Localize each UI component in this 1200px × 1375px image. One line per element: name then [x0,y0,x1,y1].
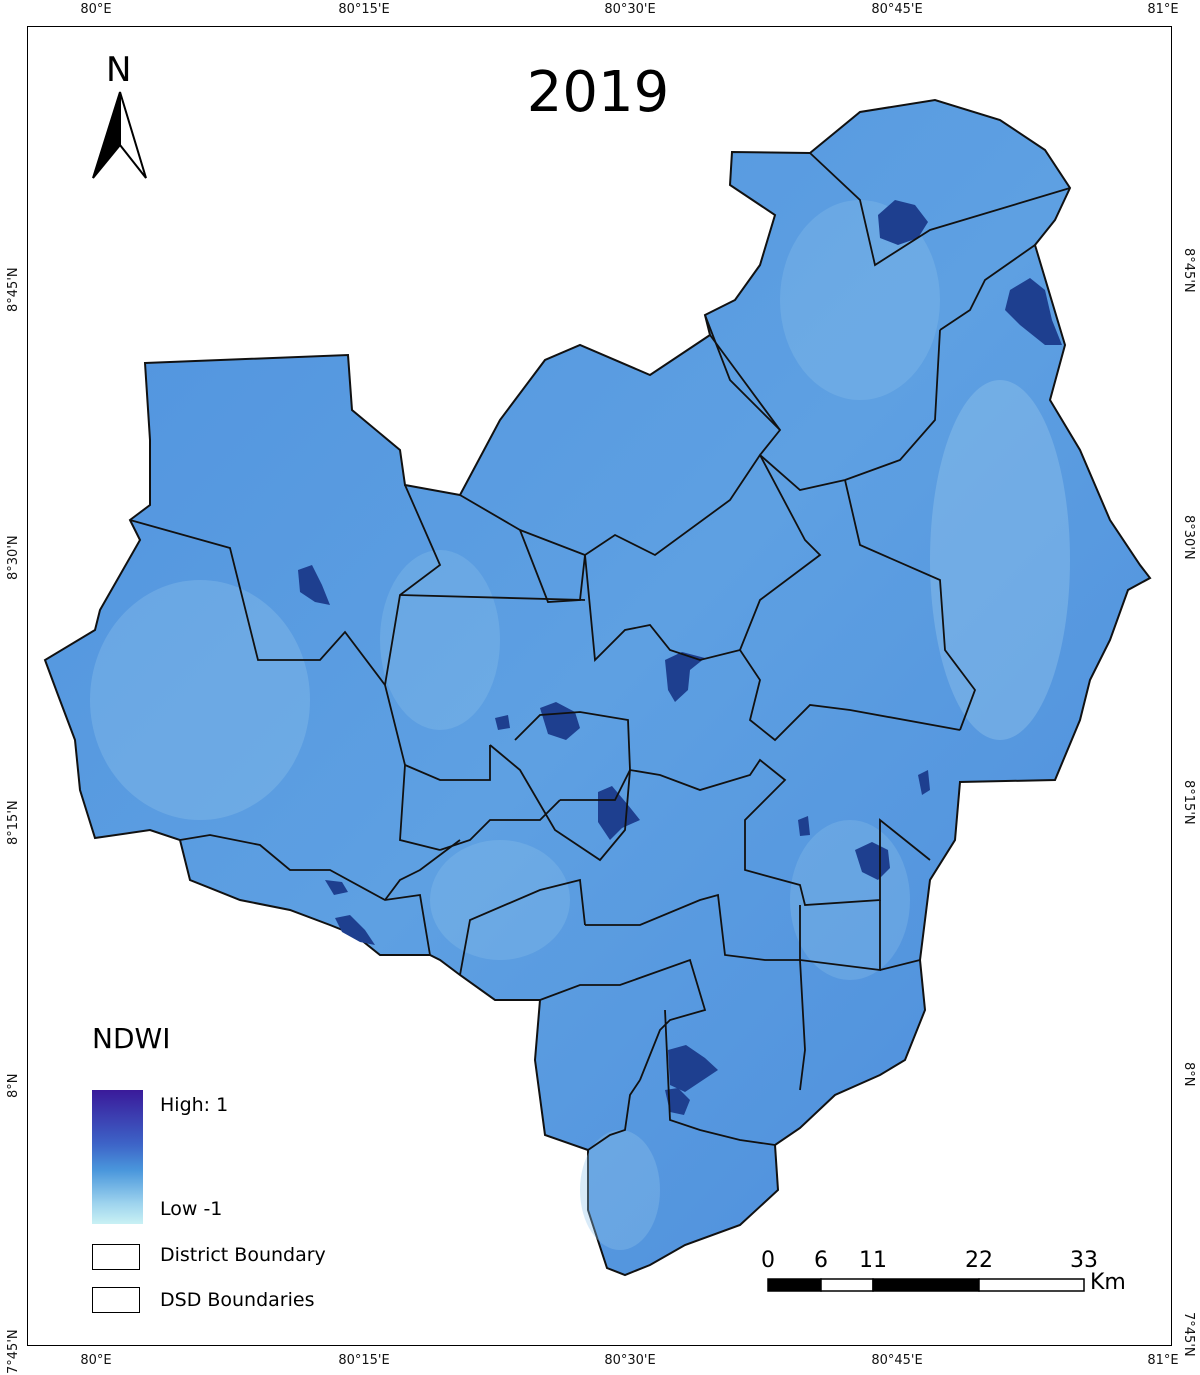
ndwi-light-patch [930,380,1070,740]
scale-label-2: 11 [859,1248,887,1273]
reservoir [798,816,810,836]
graticule-top-4: 81°E [1147,2,1179,17]
reservoir [855,842,890,880]
graticule-bottom-2: 80°30'E [604,1353,656,1368]
scale-unit: Km [1090,1270,1126,1295]
graticule-top-3: 80°45'E [871,2,923,17]
map-frame [27,26,1172,1346]
district-boundary-swatch [92,1244,140,1270]
district-boundary-label: District Boundary [160,1244,326,1266]
ndwi-light-patch [580,1130,660,1250]
ndwi-light-patch [380,550,500,730]
graticule-bottom-1: 80°15'E [338,1353,390,1368]
graticule-top-0: 80°E [80,2,112,17]
north-label: N [106,50,132,90]
district-area [43,98,1152,1277]
reservoir [665,652,705,702]
north-arrow-icon [92,91,147,179]
legend-title: NDWI [92,1022,171,1055]
ndwi-color-ramp [92,1090,143,1224]
map-title: 2019 [526,60,670,125]
ndwi-light-patch [430,840,570,960]
reservoir [540,702,580,740]
reservoir [335,915,375,945]
ndwi-light-patch [90,580,310,820]
dsd-boundary-label: DSD Boundaries [160,1289,315,1311]
scale-bar [767,1278,1085,1292]
graticule-top-1: 80°15'E [338,2,390,17]
legend-high-label: High: 1 [160,1094,229,1116]
scale-label-1: 6 [814,1248,828,1273]
dsd-boundaries [129,152,1071,1151]
reservoir [668,1045,718,1092]
scale-label-0: 0 [761,1248,775,1273]
reservoir [918,770,930,795]
graticule-bottom-0: 80°E [80,1353,112,1368]
graticule-bottom-3: 80°45'E [871,1353,923,1368]
graticule-bottom-4: 81°E [1147,1353,1179,1368]
ndwi-light-patch [790,820,910,980]
scale-label-3: 22 [965,1248,993,1273]
reservoir [298,565,330,605]
reservoir [1005,278,1062,345]
reservoir [495,715,510,730]
water-bodies [298,200,1062,1115]
dsd-boundary-swatch [92,1287,140,1313]
reservoir [325,880,348,895]
scale-label-4: 33 [1070,1248,1098,1273]
reservoir [878,200,928,245]
reservoir [665,1088,690,1115]
graticule-top-2: 80°30'E [604,2,656,17]
legend-low-label: Low -1 [160,1198,223,1220]
